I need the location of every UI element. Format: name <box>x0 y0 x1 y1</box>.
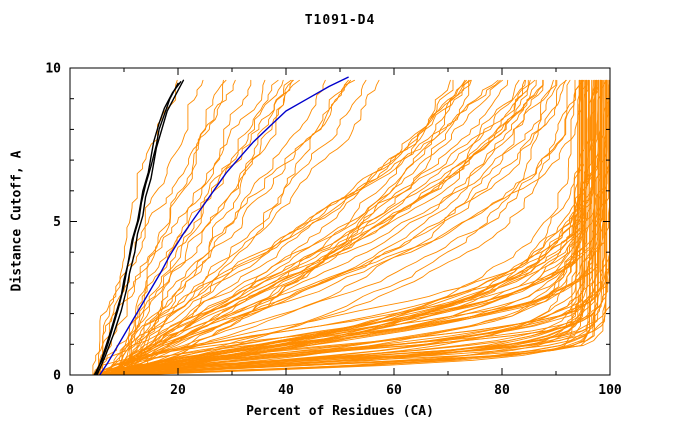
x-tick-label: 60 <box>386 383 402 398</box>
model-curve <box>127 79 589 376</box>
model-curve <box>117 79 349 376</box>
model-curve <box>107 79 581 376</box>
model-curve <box>126 79 355 376</box>
model-curve <box>111 79 611 376</box>
x-tick-label: 80 <box>494 383 510 398</box>
chart-title: T1091-D4 <box>304 13 376 28</box>
model-curve <box>121 79 294 376</box>
model-curve <box>100 79 558 376</box>
model-curve <box>124 79 605 376</box>
model-curve <box>127 79 607 376</box>
model-curve <box>113 79 554 376</box>
y-tick-label: 5 <box>53 215 61 230</box>
model-curve <box>123 79 470 376</box>
x-tick-label: 40 <box>278 383 294 398</box>
model-curve <box>120 79 451 376</box>
model-curve <box>98 79 300 376</box>
y-tick-label: 10 <box>45 62 61 77</box>
model-curve <box>113 79 590 376</box>
model-curve <box>108 79 599 376</box>
curves-layer <box>91 76 611 376</box>
model-curve <box>95 79 531 376</box>
model-curve <box>95 79 236 376</box>
model-curve <box>118 79 529 376</box>
model-curve <box>117 79 499 376</box>
highlighted-model-curve <box>99 76 349 376</box>
model-curve <box>114 79 326 376</box>
model-curve <box>120 79 537 376</box>
model-curve <box>103 79 472 376</box>
model-curve <box>122 79 509 376</box>
model-curve <box>104 79 596 376</box>
y-tick-label: 0 <box>53 369 61 384</box>
model-curve <box>114 79 588 376</box>
x-tick-label: 100 <box>598 383 622 398</box>
model-curve <box>92 79 266 376</box>
model-curve <box>108 79 611 376</box>
model-curve <box>114 79 279 376</box>
model-curve <box>112 79 580 376</box>
model-curve <box>111 79 571 376</box>
model-curve <box>129 79 520 376</box>
model-curve <box>98 79 582 376</box>
model-curve <box>125 79 367 376</box>
model-curve <box>112 79 608 376</box>
model-curve <box>124 79 607 376</box>
x-axis-label: Percent of Residues (CA) <box>246 404 434 419</box>
model-curve <box>130 79 567 376</box>
model-curve <box>128 79 467 376</box>
model-curve <box>114 79 587 376</box>
model-curve <box>94 79 454 376</box>
reference-curve-2 <box>96 79 185 376</box>
model-curve <box>111 79 501 376</box>
model-curve <box>119 79 351 376</box>
x-tick-label: 0 <box>66 383 74 398</box>
model-curve <box>116 79 557 376</box>
reference-curve-3 <box>95 82 179 376</box>
model-curve <box>123 79 526 376</box>
x-tick-label: 20 <box>170 383 186 398</box>
model-curve <box>130 79 284 376</box>
model-curve <box>102 79 252 376</box>
